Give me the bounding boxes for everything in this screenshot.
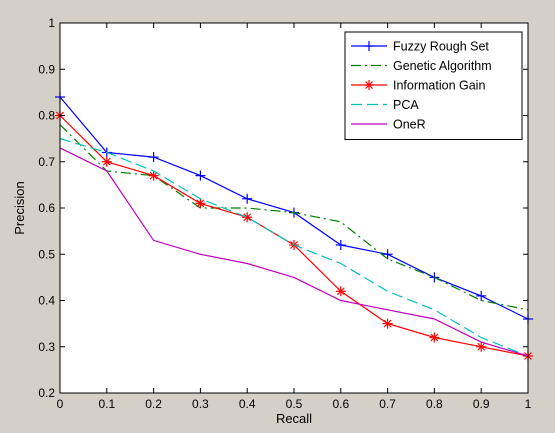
data-point-star (148, 170, 159, 181)
data-point-star (195, 198, 206, 209)
data-point-star (242, 212, 253, 223)
data-point-plus (195, 170, 206, 181)
legend-label: PCA (393, 98, 419, 112)
series-line-4 (59, 147, 529, 357)
ticks-layer: 0 0.1 0.2 0.3 0.4 0.5 0.6 0.7 0.8 0.9 1 0.2 0.3 0.4 0.… (38, 16, 531, 411)
x-tick-label: 0.9 (473, 397, 490, 411)
series-line-1 (59, 124, 529, 311)
x-tick-label: 0.1 (98, 397, 115, 411)
x-tick-label: 0.5 (286, 397, 303, 411)
x-tick-label: 0.2 (145, 397, 162, 411)
y-tick-label: 0.7 (38, 155, 55, 169)
y-tick-label: 1 (48, 16, 55, 30)
data-point-star (101, 156, 112, 167)
legend-box (344, 31, 523, 140)
data-point-plus (476, 290, 487, 301)
data-point-star (335, 286, 346, 297)
y-tick-label: 0.6 (38, 201, 55, 215)
data-point-plus (148, 152, 159, 163)
x-tick-label: 0 (57, 397, 64, 411)
x-axis-title: Recall (276, 411, 312, 426)
x-tick-label: 1 (525, 397, 532, 411)
x-tick-label: 0.8 (426, 397, 443, 411)
data-point-star (364, 80, 374, 90)
data-point-plus (364, 41, 374, 51)
x-tick-label: 0.6 (332, 397, 349, 411)
x-tick-label: 0.3 (192, 397, 209, 411)
y-tick-label: 0.4 (38, 294, 55, 308)
legend-label: Fuzzy Rough Set (393, 40, 489, 54)
legend-label: Genetic Algorithm (393, 59, 492, 73)
legend: Fuzzy Rough Set Genetic Algorithm Informat… (344, 31, 523, 140)
y-tick-label: 0.9 (38, 62, 55, 76)
x-tick-label: 0.4 (239, 397, 256, 411)
data-point-plus (382, 249, 393, 260)
y-tick-label: 0.3 (38, 340, 55, 354)
data-point-star (382, 318, 393, 329)
y-tick-label: 0.8 (38, 109, 55, 123)
legend-label: Information Gain (393, 79, 485, 93)
data-point-plus (242, 193, 253, 204)
legend-label: OneR (393, 118, 426, 132)
data-point-star (429, 332, 440, 343)
series-layer (55, 92, 533, 361)
data-point-plus (335, 240, 346, 250)
series-line-3 (59, 138, 529, 357)
y-tick-label: 0.2 (38, 386, 55, 400)
y-axis-title: Precision (12, 181, 27, 234)
y-tick-label: 0.5 (38, 247, 55, 261)
x-tick-label: 0.7 (379, 397, 396, 411)
data-point-star (476, 341, 487, 352)
